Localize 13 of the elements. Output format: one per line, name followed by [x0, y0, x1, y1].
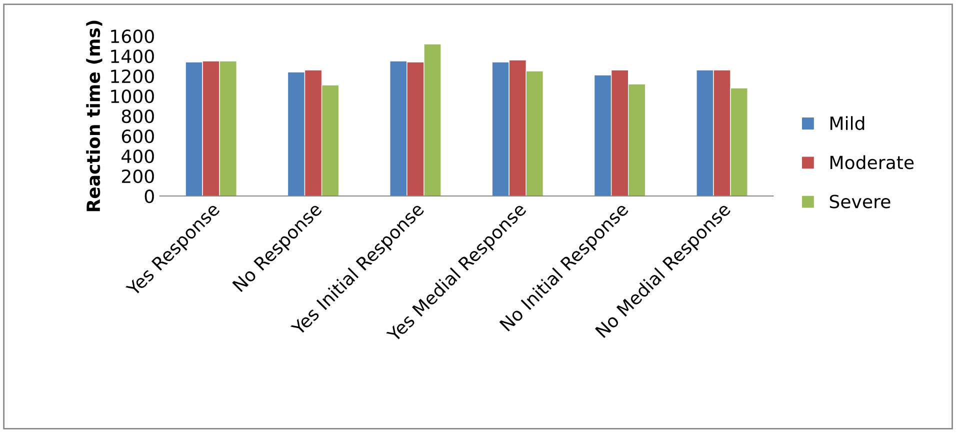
- legend-label: Mild: [830, 116, 864, 130]
- legend-label: Severe: [830, 194, 890, 208]
- y-tick-label: 0: [144, 189, 154, 204]
- y-tick-label: 400: [122, 149, 154, 164]
- y-axis-title: Reaction time (ms): [86, 20, 102, 212]
- y-tick-label: 200: [122, 169, 154, 184]
- y-tick-label: 1400: [111, 49, 154, 64]
- legend-label: Moderate: [830, 155, 914, 170]
- y-tick-label: 1600: [111, 29, 154, 44]
- y-tick-label: 1200: [111, 69, 154, 84]
- y-tick-label: 600: [122, 129, 154, 144]
- y-tick-label: 1000: [111, 89, 154, 104]
- y-tick-label: 800: [122, 109, 154, 124]
